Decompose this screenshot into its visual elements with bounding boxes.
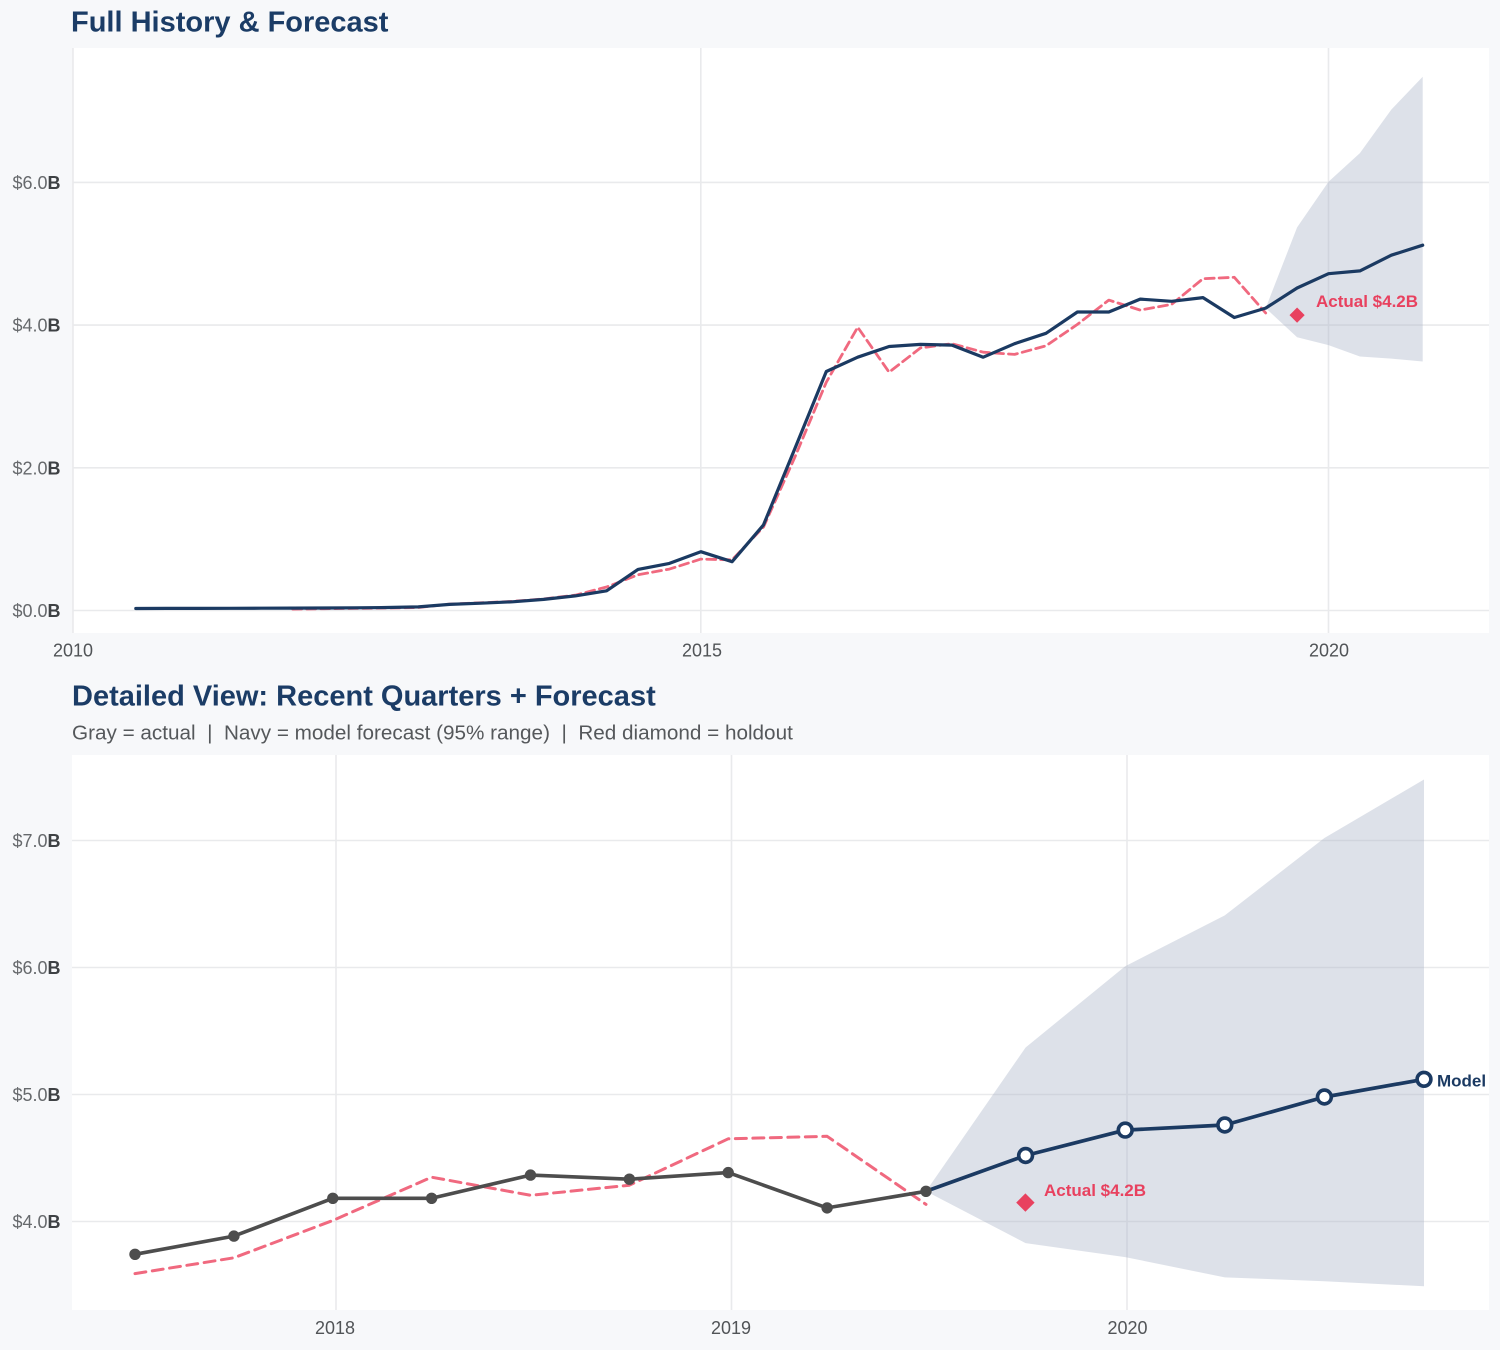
svg-text:$5.0B: $5.0B — [12, 1085, 60, 1105]
svg-text:2019: 2019 — [711, 1318, 751, 1338]
svg-text:$6.0B: $6.0B — [12, 173, 60, 193]
svg-text:$2.0B: $2.0B — [12, 458, 60, 478]
svg-text:Detailed View: Recent Quarters: Detailed View: Recent Quarters + Forecas… — [72, 681, 656, 713]
svg-text:$7.0B: $7.0B — [12, 831, 60, 851]
svg-text:$0.0B: $0.0B — [12, 601, 60, 621]
svg-text:2020: 2020 — [1107, 1318, 1147, 1338]
svg-text:$6.0B: $6.0B — [12, 958, 60, 978]
svg-text:$4.0B: $4.0B — [12, 316, 60, 336]
svg-text:Full History & Forecast: Full History & Forecast — [71, 6, 389, 38]
svg-text:2015: 2015 — [682, 640, 722, 660]
svg-text:2010: 2010 — [53, 640, 93, 660]
svg-text:Actual $4.2B: Actual $4.2B — [1316, 292, 1418, 311]
svg-text:Actual $4.2B: Actual $4.2B — [1044, 1181, 1146, 1200]
svg-text:2018: 2018 — [315, 1318, 355, 1338]
svg-text:2020: 2020 — [1309, 640, 1349, 660]
svg-text:Model: Model — [1437, 1071, 1486, 1090]
svg-text:Gray = actual | Navy = model: Gray = actual | Navy = model forecast (9… — [72, 721, 793, 744]
svg-text:$4.0B: $4.0B — [12, 1212, 60, 1232]
